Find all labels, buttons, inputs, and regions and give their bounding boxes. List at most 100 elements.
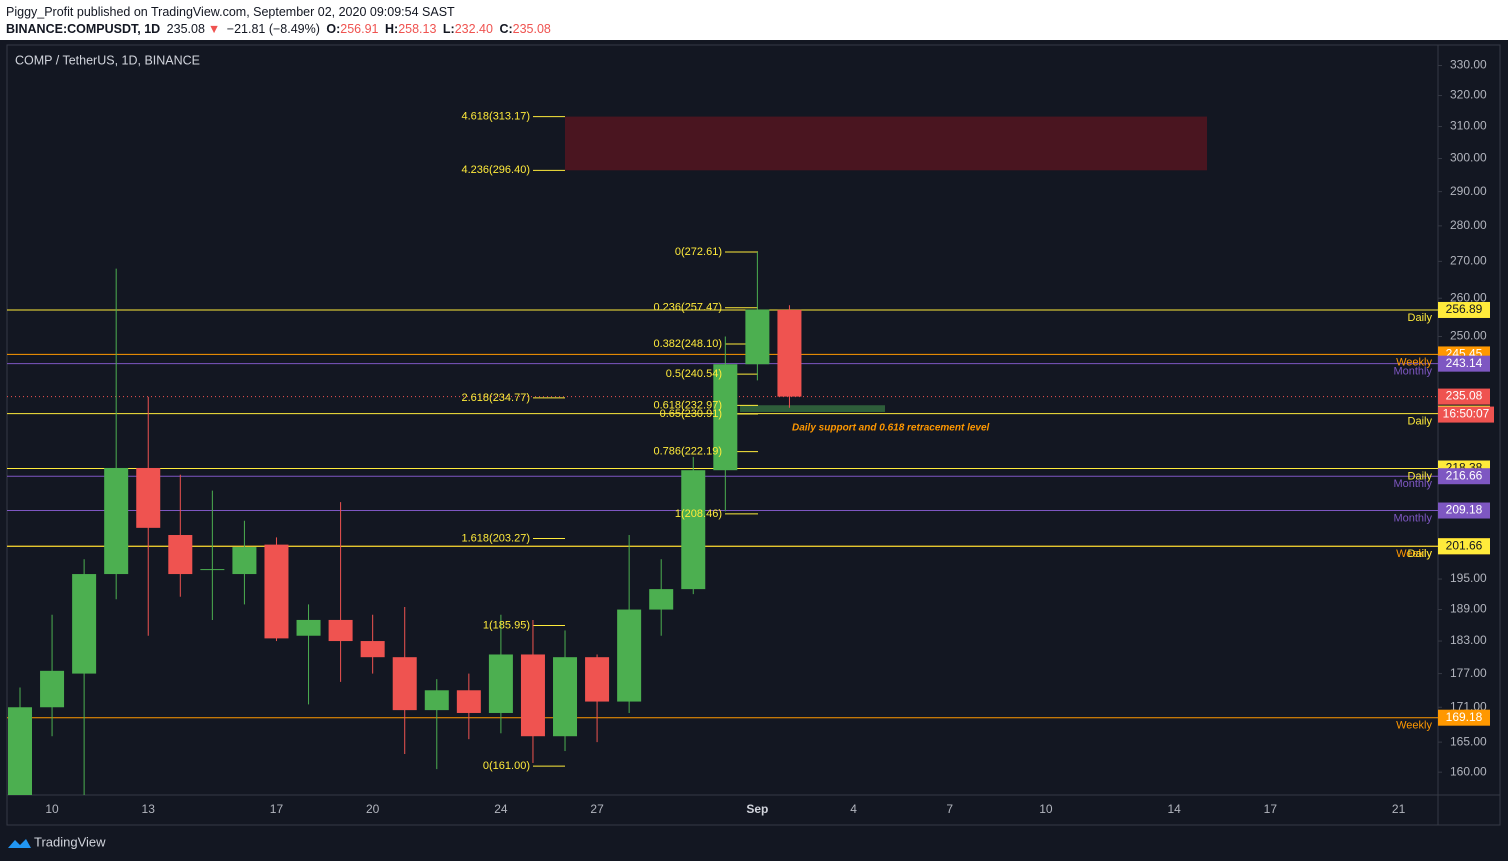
- header: Piggy_Profit published on TradingView.co…: [0, 0, 1508, 40]
- level-name: Daily: [1408, 470, 1433, 482]
- down-arrow: ▼: [207, 22, 221, 36]
- fib-label: 0.65(230.91): [660, 408, 722, 420]
- candle-body: [553, 657, 578, 737]
- level-name: Weekly: [1396, 548, 1432, 560]
- candle-body: [681, 470, 706, 590]
- fib-label: 1(208.46): [675, 508, 722, 520]
- price-label-bg: [1438, 301, 1490, 318]
- price-label: 243.14: [1446, 356, 1483, 370]
- level-name: Daily: [1408, 416, 1433, 428]
- y-tick-label: 250.00: [1450, 329, 1487, 343]
- candle-body: [200, 569, 225, 571]
- price-label: 169.18: [1446, 710, 1483, 724]
- y-tick-label: 270.00: [1450, 254, 1487, 268]
- candle-body: [168, 535, 193, 575]
- candle-body: [296, 619, 321, 636]
- candle-body: [713, 364, 738, 471]
- price-label-bg: [1438, 502, 1490, 519]
- candle-body: [617, 609, 642, 702]
- candle-body: [264, 544, 289, 639]
- candle-body: [585, 657, 610, 702]
- h: 258.13: [398, 22, 437, 36]
- y-tick-label: 330.00: [1450, 58, 1487, 72]
- x-tick-label: Sep: [746, 802, 768, 816]
- o-label: O:: [326, 22, 341, 36]
- x-tick-label: 27: [590, 802, 604, 816]
- price-label: 201.66: [1446, 538, 1483, 552]
- level-name: Weekly: [1396, 720, 1432, 732]
- y-tick-label: 160.00: [1450, 764, 1487, 778]
- level-name: Monthly: [1393, 478, 1432, 490]
- price-label-bg: [1438, 709, 1490, 726]
- price-label: 256.89: [1446, 302, 1483, 316]
- y-tick-label: 183.00: [1450, 633, 1487, 647]
- y-tick-label: 290.00: [1450, 184, 1487, 198]
- candle-body: [328, 619, 353, 642]
- candle-body: [8, 707, 32, 795]
- x-tick-label: 7: [946, 802, 953, 816]
- level-name: Monthly: [1393, 512, 1432, 524]
- y-tick-label: 260.00: [1450, 290, 1487, 304]
- price-label-bg: [1438, 468, 1490, 485]
- x-tick-label: 10: [45, 802, 59, 816]
- candle-body: [745, 309, 770, 365]
- candle-body: [72, 574, 97, 674]
- price-label: 235.08: [1446, 389, 1483, 403]
- price-label-bg: [1438, 388, 1490, 405]
- fib-label: 0.5(240.54): [666, 368, 722, 380]
- x-tick-label: 21: [1392, 802, 1406, 816]
- fib-label: 0.236(257.47): [654, 302, 723, 314]
- logo: [8, 839, 31, 848]
- candle-body: [232, 547, 257, 575]
- annotation: Daily support and 0.618 retracement leve…: [792, 423, 990, 434]
- candle-body: [104, 467, 129, 575]
- x-tick-label: 24: [494, 802, 508, 816]
- chart-title: COMP / TetherUS, 1D, BINANCE: [15, 53, 200, 67]
- brand: TradingView: [34, 834, 106, 849]
- h-label: H:: [384, 22, 399, 36]
- candle-body: [456, 690, 481, 713]
- y-tick-label: 189.00: [1450, 602, 1487, 616]
- level-name: Weekly: [1396, 356, 1432, 368]
- candle-body: [488, 654, 513, 713]
- candle-body: [520, 654, 545, 737]
- fib-label: 2.618(234.77): [462, 392, 531, 404]
- fib-label: 4.618(313.17): [462, 110, 531, 122]
- frame: [6, 44, 1501, 826]
- x-tick-label: 4: [850, 802, 857, 816]
- y-tick-label: 300.00: [1450, 151, 1487, 165]
- y-tick-label: 280.00: [1450, 218, 1487, 232]
- c-label: C:: [499, 22, 513, 36]
- candle-body: [136, 467, 161, 528]
- fib-label: 0.382(248.10): [654, 338, 723, 350]
- price-label: 209.18: [1446, 503, 1483, 517]
- x-tick-label: 13: [142, 802, 156, 816]
- candle-body: [424, 690, 449, 711]
- fib-label: 1.618(203.27): [462, 532, 531, 544]
- candle-body: [40, 670, 65, 708]
- fib-label: 0(272.61): [675, 246, 722, 258]
- price-label: 216.66: [1446, 468, 1483, 482]
- c: 235.08: [512, 22, 551, 36]
- candle-body: [649, 589, 674, 610]
- publisher: Piggy_Profit published on TradingView.co…: [6, 5, 455, 19]
- level-name: Daily: [1408, 312, 1433, 324]
- fib-label: 4.236(296.40): [462, 164, 531, 176]
- y-tick-label: 177.00: [1450, 666, 1487, 680]
- l-label: L:: [442, 22, 455, 36]
- candle-body: [360, 641, 385, 658]
- timer: 16:50:07: [1443, 407, 1490, 421]
- symbol: BINANCE:COMPUSDT, 1D: [6, 22, 161, 36]
- zone: [740, 405, 885, 412]
- level-name: Monthly: [1393, 366, 1432, 378]
- change: −21.81 (−8.49%): [226, 22, 320, 36]
- last: 235.08: [166, 22, 205, 36]
- y-tick-label: 320.00: [1450, 88, 1487, 102]
- timer-bg: [1438, 406, 1494, 423]
- x-tick-label: 10: [1039, 802, 1053, 816]
- fib-label: 1(185.95): [483, 619, 530, 631]
- y-tick-label: 165.00: [1450, 734, 1487, 748]
- y-tick-label: 310.00: [1450, 119, 1487, 133]
